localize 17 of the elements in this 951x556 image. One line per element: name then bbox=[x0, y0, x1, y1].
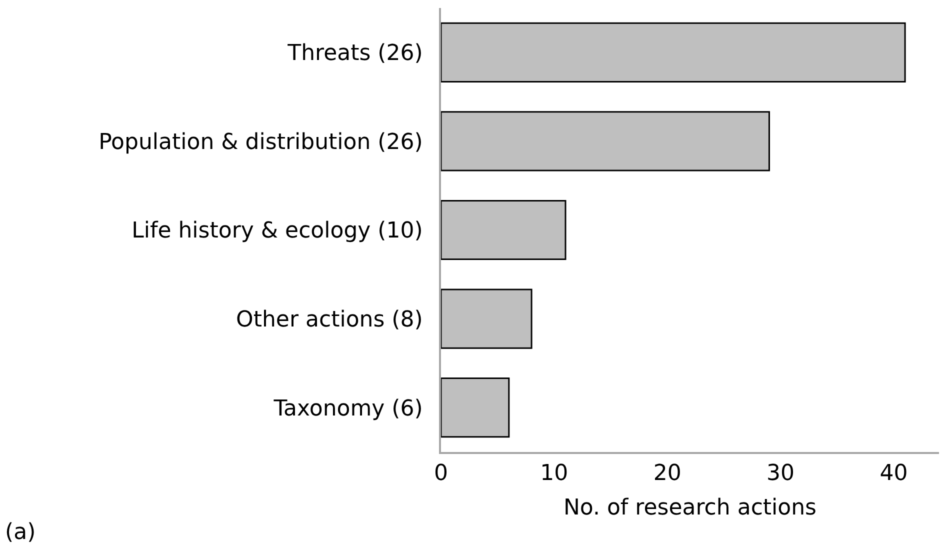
x-tick-label: 20 bbox=[653, 461, 682, 486]
y-tick-label: Threats (26) bbox=[286, 41, 423, 66]
x-tick-label: 40 bbox=[880, 461, 908, 486]
x-tick-label: 10 bbox=[540, 461, 568, 486]
x-axis-title: No. of research actions bbox=[563, 496, 817, 521]
y-tick-label: Other actions (8) bbox=[236, 308, 423, 332]
y-tick-label: Life history & ecology (10) bbox=[132, 218, 423, 244]
bar bbox=[441, 22, 906, 82]
bar bbox=[441, 111, 770, 172]
y-tick-label: Population & distribution (26) bbox=[98, 130, 423, 155]
bar bbox=[441, 200, 566, 260]
text: (a) bbox=[5, 520, 36, 545]
x-tick-label: 0 bbox=[434, 461, 448, 486]
bar bbox=[441, 378, 510, 438]
bar bbox=[441, 288, 532, 349]
y-tick-label: Taxonomy (6) bbox=[272, 396, 423, 422]
x-tick-label: 30 bbox=[766, 461, 795, 486]
